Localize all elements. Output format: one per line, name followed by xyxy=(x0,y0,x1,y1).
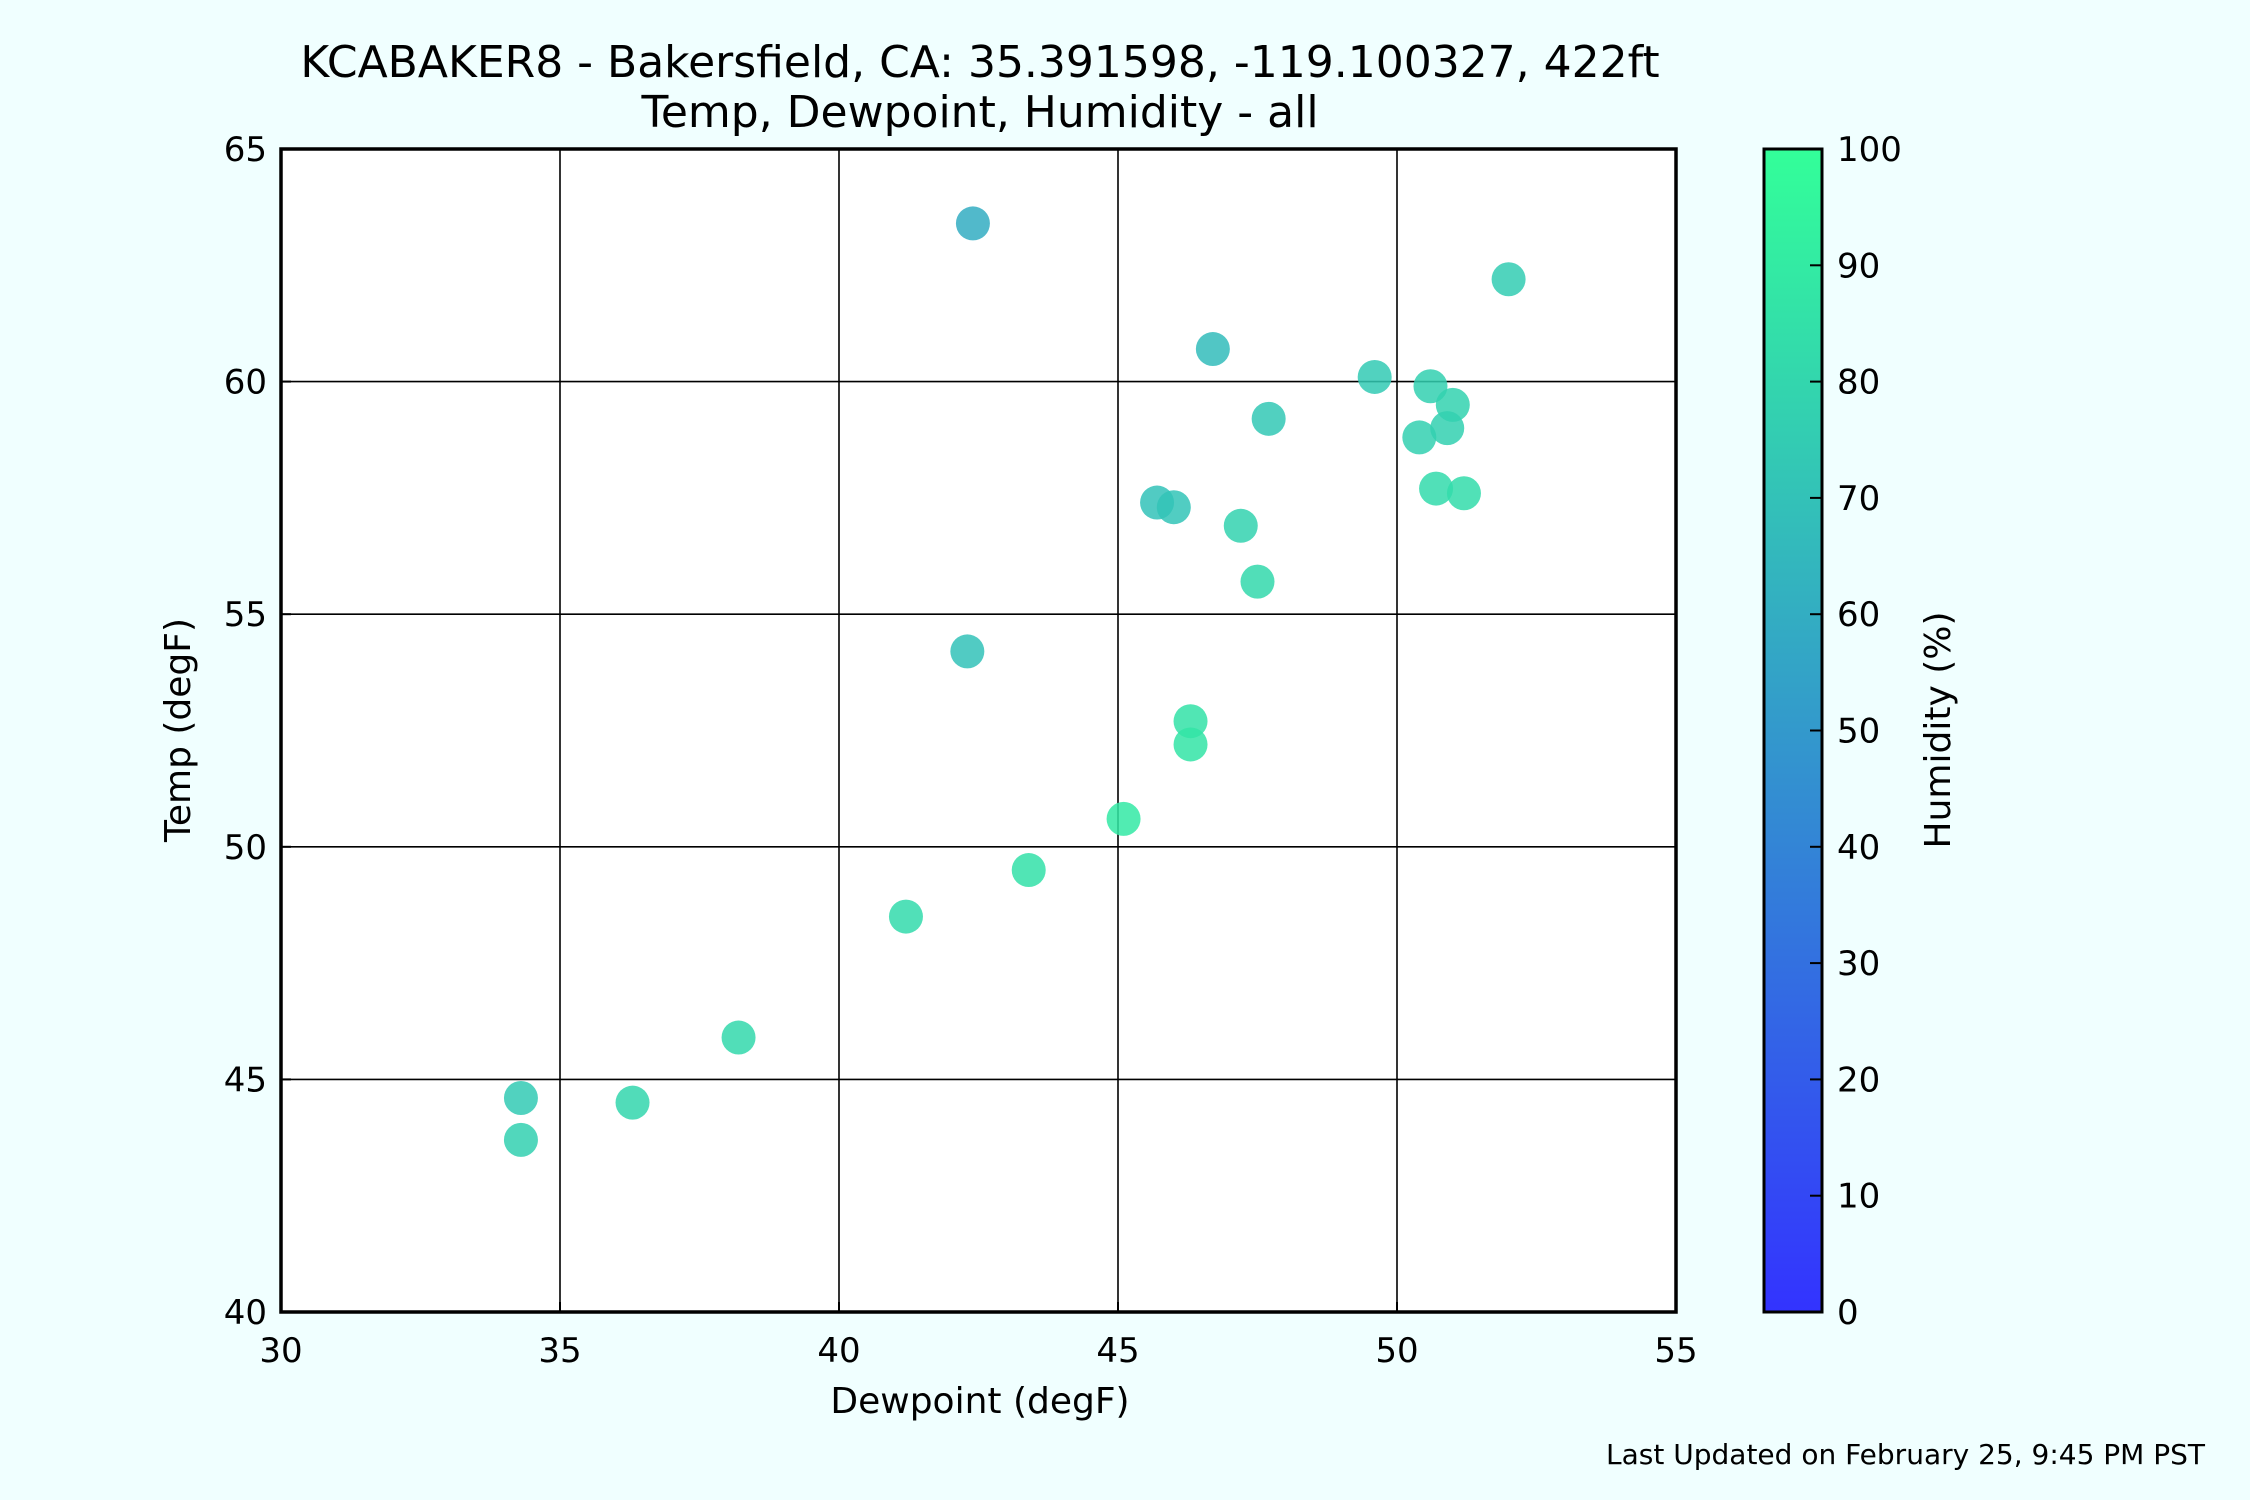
chart-subtitle: Temp, Dewpoint, Humidity - all xyxy=(640,87,1318,138)
colorbar-ticks: 0 10 20 30 40 50 60 70 80 90 100 xyxy=(1810,130,1902,1333)
colorbar-label: Humidity (%) xyxy=(1918,612,1959,849)
x-tick-label: 40 xyxy=(817,1331,860,1371)
scatter-point xyxy=(1240,564,1275,599)
y-tick-labels: 40 45 50 55 60 65 xyxy=(224,130,267,1333)
chart-title: KCABAKER8 - Bakersfield, CA: 35.391598, … xyxy=(300,37,1659,88)
scatter-point xyxy=(955,206,990,241)
scatter-point xyxy=(1195,332,1230,367)
scatter-point xyxy=(1413,369,1448,404)
scatter-point xyxy=(1430,411,1465,446)
y-tick-label: 55 xyxy=(224,595,267,635)
x-tick-label: 35 xyxy=(538,1331,581,1371)
scatter-point xyxy=(1402,420,1437,455)
y-tick-label: 60 xyxy=(224,363,267,403)
scatter-point xyxy=(503,1081,538,1116)
last-updated: Last Updated on February 25, 9:45 PM PST xyxy=(1606,1438,2206,1471)
colorbar-tick-label: 10 xyxy=(1837,1177,1880,1217)
scatter-point xyxy=(1357,359,1392,394)
scatter-point xyxy=(1173,704,1208,739)
scatter-point xyxy=(1223,508,1258,543)
data-points xyxy=(503,206,1526,1157)
x-axis-label: Dewpoint (degF) xyxy=(830,1381,1129,1422)
colorbar-tick-label: 20 xyxy=(1837,1060,1880,1100)
x-tick-label: 50 xyxy=(1375,1331,1418,1371)
scatter-point xyxy=(1419,471,1454,506)
colorbar-tick-label: 50 xyxy=(1837,712,1880,752)
scatter-point xyxy=(1491,262,1526,297)
colorbar-tick-label: 80 xyxy=(1837,363,1880,403)
scatter-point xyxy=(721,1020,756,1055)
scatter-point xyxy=(1173,727,1208,762)
scatter-point xyxy=(1156,490,1191,525)
plot-frame xyxy=(279,147,1678,1314)
x-tick-label: 45 xyxy=(1096,1331,1139,1371)
scatter-point xyxy=(1106,801,1141,836)
y-tick-label: 45 xyxy=(224,1060,267,1100)
y-tick-label: 65 xyxy=(224,130,267,170)
colorbar-tick-label: 100 xyxy=(1837,130,1902,170)
colorbar-tick-label: 30 xyxy=(1837,944,1880,984)
scatter-point xyxy=(1251,401,1286,436)
colorbar-tick-label: 90 xyxy=(1837,246,1880,286)
y-axis-label: Temp (degF) xyxy=(158,618,199,843)
colorbar-tick-label: 40 xyxy=(1837,828,1880,868)
x-tick-label: 55 xyxy=(1654,1331,1697,1371)
y-tick-label: 50 xyxy=(224,828,267,868)
scatter-point xyxy=(950,634,985,669)
colorbar-tick-label: 70 xyxy=(1837,479,1880,519)
scatter-point xyxy=(888,899,923,934)
scatter-point xyxy=(503,1122,538,1157)
scatter-point xyxy=(1446,476,1481,511)
x-tick-labels: 30 35 40 45 50 55 xyxy=(259,1331,1697,1371)
scatter-point xyxy=(615,1085,650,1120)
colorbar-tick-label: 0 xyxy=(1837,1293,1859,1333)
plot-area xyxy=(281,149,1676,1312)
y-tick-label: 40 xyxy=(224,1293,267,1333)
scatter-point xyxy=(1011,853,1046,888)
x-tick-label: 30 xyxy=(259,1331,302,1371)
colorbar-tick-label: 60 xyxy=(1837,595,1880,635)
